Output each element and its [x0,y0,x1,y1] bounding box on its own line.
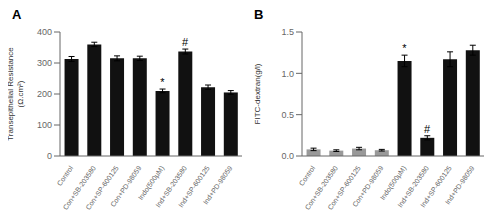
html-text:B: B [254,7,264,22]
svg-text:Con+SB-203580: Con+SB-203580 [61,164,98,212]
svg-text:0.5: 0.5 [281,110,294,120]
svg-text:400: 400 [37,27,52,37]
svg-text:Con+PD-98059: Con+PD-98059 [109,164,143,208]
svg-text:Ind+SP-600125: Ind+SP-600125 [419,164,453,209]
svg-text:1.5: 1.5 [281,27,294,37]
svg-text:0.0: 0.0 [281,151,294,161]
svg-text:1.0: 1.0 [281,69,294,79]
svg-text:Indo(500µM): Indo(500µM) [378,164,408,202]
svg-text:*: * [160,76,165,88]
svg-text:300: 300 [37,58,52,68]
svg-text:Con+SB-203580: Con+SB-203580 [303,164,340,212]
svg-text:FITC-dextran(g/l): FITC-dextran(g/l) [253,63,262,124]
svg-text:Transepithelial Resistance(Ω.c: Transepithelial Resistance(Ω.cm²) [8,47,25,141]
html-text:A: A [12,7,22,22]
svg-text:100: 100 [37,120,52,130]
svg-text:Indo(500µM): Indo(500µM) [136,164,166,202]
svg-text:0: 0 [47,151,52,161]
svg-text:Con+SP-600125: Con+SP-600125 [326,164,362,212]
svg-text:Con+SP-600125: Con+SP-600125 [84,164,120,212]
svg-text:Ind+SB-203580: Ind+SB-203580 [396,164,431,209]
svg-text:Ind+PD-98059: Ind+PD-98059 [444,164,476,205]
svg-text:*: * [402,42,407,54]
svg-text:Con+PD-98059: Con+PD-98059 [351,164,385,208]
svg-text:#: # [424,123,431,135]
svg-text:200: 200 [37,89,52,99]
svg-text:Ind+PD-98059: Ind+PD-98059 [202,164,234,205]
svg-text:Control: Control [56,164,75,187]
svg-text:#: # [182,36,189,48]
svg-text:Ind+SP-600125: Ind+SP-600125 [177,164,211,209]
svg-text:Ind+SB-203580: Ind+SB-203580 [154,164,189,209]
svg-text:Control: Control [298,164,317,187]
